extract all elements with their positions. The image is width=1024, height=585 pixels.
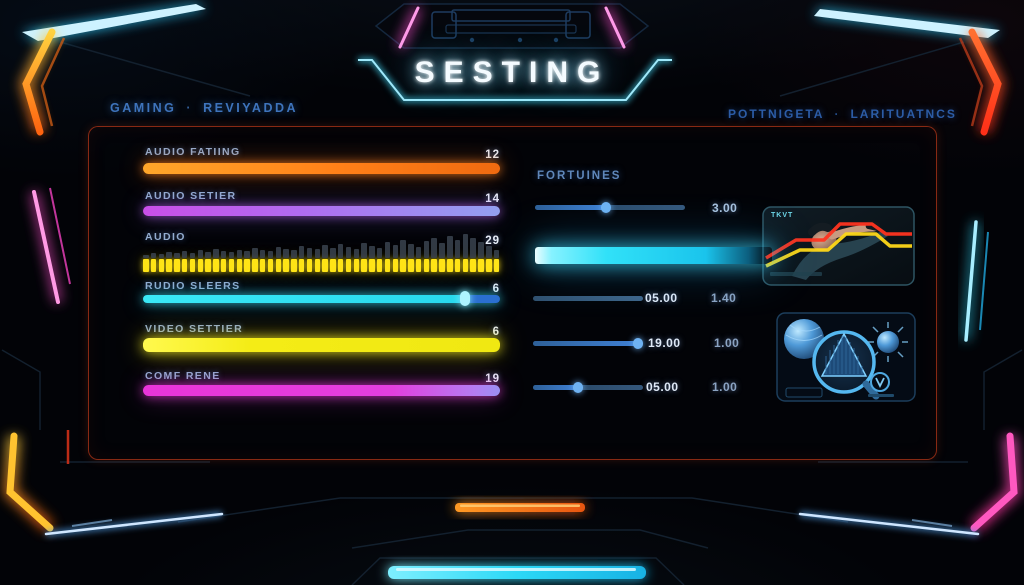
right-edge-cyan-lines	[962, 220, 989, 342]
slider-value-secondary: 1.40	[711, 291, 737, 305]
setting-bar-purple[interactable]	[143, 206, 500, 216]
breadcrumb-separator: ·	[186, 101, 194, 115]
magenta-diagonals	[396, 6, 628, 49]
breadcrumb-right-item1[interactable]: POTTNIGETA	[728, 107, 825, 121]
setting-row-audio-setier: AUDIO SETIER 14	[143, 190, 500, 224]
left-edge-pink-lines	[30, 187, 71, 304]
fortuines-slider-2[interactable]	[533, 296, 643, 301]
magnifier-lens	[812, 330, 880, 400]
slider-fill	[533, 385, 577, 390]
badge-icon	[868, 372, 894, 397]
bottom-right-bracket	[969, 432, 1021, 533]
top-right-swoosh	[814, 9, 1000, 38]
breadcrumb-left[interactable]: GAMING · REVIYADDA	[110, 101, 298, 115]
slider-thumb[interactable]	[573, 382, 583, 393]
slider-value: 05.00	[645, 291, 678, 305]
slider-value: 05.00	[646, 380, 679, 394]
setting-bar-yellow[interactable]	[143, 338, 500, 352]
setting-row-rudio-sleers: RUDIO SLEERS 6	[143, 280, 500, 314]
setting-bar-magenta[interactable]	[143, 385, 500, 396]
slider-thumb[interactable]	[633, 338, 643, 349]
breadcrumb-right-item2[interactable]: LARITUATNCS	[850, 107, 957, 121]
fortuines-slider-1[interactable]	[535, 202, 685, 213]
setting-value: 12	[485, 149, 500, 161]
slider-value: 3.00	[712, 201, 738, 215]
setting-row-comf-rene: COMF RENE 19	[143, 370, 500, 406]
setting-bar-orange[interactable]	[143, 163, 500, 174]
slider-thumb[interactable]	[460, 291, 470, 306]
breadcrumb-left-item2[interactable]: REVIYADDA	[203, 101, 299, 115]
slider-value-secondary: 1.00	[712, 380, 738, 394]
active-glow-bar[interactable]	[535, 247, 772, 264]
setting-label: COMF RENE	[145, 370, 221, 382]
setting-row-audio-fatiing: AUDIO FATIING 12	[143, 146, 500, 180]
breadcrumb-separator: ·	[834, 107, 841, 121]
bottom-cyan-bar	[388, 566, 646, 579]
setting-label: RUDIO SLEERS	[145, 280, 241, 292]
setting-value: 6	[492, 283, 500, 295]
setting-label: VIDEO SETTIER	[145, 323, 244, 335]
equalizer-bar[interactable]	[143, 234, 500, 272]
setting-row-video-settier: VIDEO SETTIER 6	[143, 323, 500, 359]
breadcrumb-right[interactable]: POTTNIGETA · LARITUATNCS	[728, 107, 957, 121]
slider-value: 19.00	[648, 336, 681, 350]
card-caption-strip	[770, 272, 822, 276]
signal-lines	[765, 222, 912, 268]
slider-value-secondary: 1.00	[714, 336, 740, 350]
setting-label: AUDIO FATIING	[145, 146, 241, 158]
fortuines-slider-4[interactable]	[533, 382, 643, 393]
setting-value: 19	[485, 373, 500, 385]
bottom-blue-slashes	[44, 511, 980, 537]
right-panel-title: FORTUINES	[537, 170, 622, 182]
setting-label: AUDIO SETIER	[145, 190, 237, 202]
preview-card-person[interactable]: TKVT	[762, 206, 915, 286]
setting-slider-cyan[interactable]	[143, 295, 500, 303]
person-photo	[792, 220, 888, 280]
top-console-device	[374, 3, 650, 49]
preview-card-analysis[interactable]	[776, 312, 916, 402]
bottom-left-bracket	[3, 430, 70, 533]
setting-row-audio: AUDIO 29	[143, 231, 500, 272]
card-tag: TKVT	[771, 212, 794, 219]
setting-value: 29	[485, 235, 500, 247]
slider-fill	[535, 205, 606, 210]
setting-value: 14	[485, 193, 500, 205]
fortuines-slider-3[interactable]	[533, 338, 643, 349]
slider-fill	[533, 341, 639, 346]
top-right-swoosh-glow	[814, 9, 1000, 38]
wireframe-spheres	[784, 319, 908, 362]
page-title: SESTING	[414, 56, 610, 89]
card-info-box	[785, 387, 823, 398]
setting-label: AUDIO	[145, 231, 186, 243]
top-left-swoosh-glow	[22, 4, 206, 41]
bottom-orange-bar	[455, 503, 585, 512]
top-left-swoosh	[22, 4, 206, 41]
breadcrumb-left-item1[interactable]: GAMING	[110, 101, 177, 115]
settings-panel	[88, 126, 937, 460]
slider-thumb[interactable]	[601, 202, 611, 213]
setting-value: 6	[492, 326, 500, 338]
